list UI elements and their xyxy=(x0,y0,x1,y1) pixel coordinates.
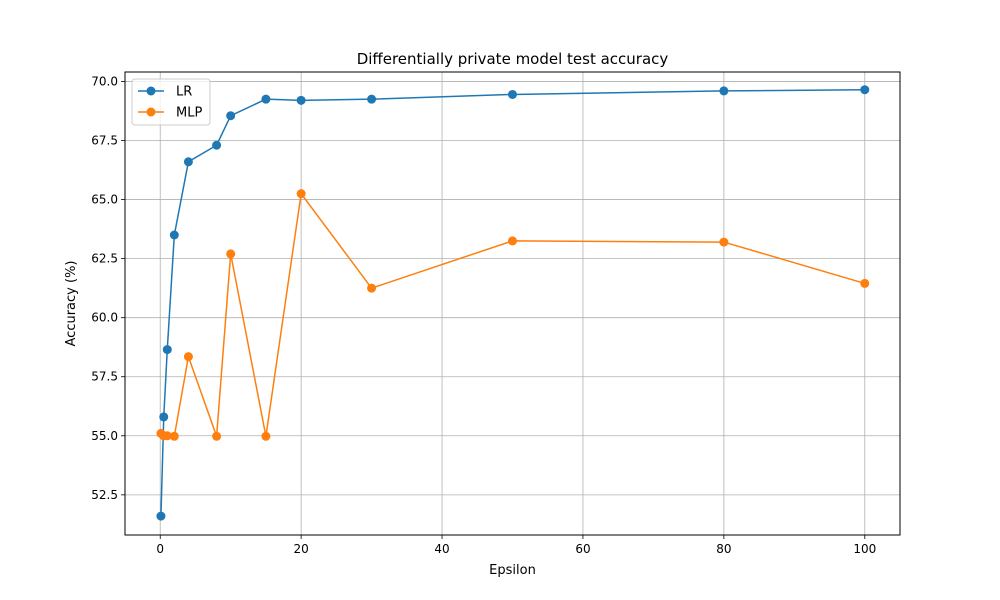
data-point-lr xyxy=(296,95,306,105)
series-layer xyxy=(156,85,870,521)
series-lr xyxy=(156,85,870,521)
data-point-lr xyxy=(508,89,517,99)
y-axis-label: Accuracy (%) xyxy=(64,261,79,347)
data-point-mlp xyxy=(162,431,172,441)
y-tick-label: 57.5 xyxy=(91,370,118,384)
data-point-mlp xyxy=(212,431,222,441)
ticks: 0 20 40 60 80 100 52.5 55.0 57.5 60.0 62.5 65.0 67.5… xyxy=(91,74,876,556)
x-tick-label: 100 xyxy=(853,542,876,556)
data-point-lr xyxy=(212,140,222,150)
data-point-lr xyxy=(860,85,870,95)
data-point-lr xyxy=(156,511,166,521)
y-tick-label: 52.5 xyxy=(91,488,118,502)
data-point-mlp xyxy=(860,278,870,288)
data-point-mlp xyxy=(226,249,236,259)
data-point-mlp xyxy=(261,431,271,441)
legend: LR MLP xyxy=(131,78,211,126)
x-tick-label: 60 xyxy=(575,542,590,556)
series-mlp xyxy=(156,189,870,441)
data-point-lr xyxy=(169,230,179,240)
x-axis-label: Epsilon xyxy=(489,563,536,578)
data-point-mlp xyxy=(296,189,306,199)
data-point-lr xyxy=(226,111,236,121)
x-tick-label: 20 xyxy=(293,542,308,556)
y-tick-label: 67.5 xyxy=(91,134,118,148)
legend-marker-mlp xyxy=(146,107,156,117)
data-point-mlp xyxy=(183,352,193,362)
legend-label-mlp: MLP xyxy=(176,106,202,121)
y-tick-label: 62.5 xyxy=(91,252,118,266)
legend-label-lr: LR xyxy=(176,85,192,100)
data-point-lr xyxy=(183,157,193,167)
data-point-mlp xyxy=(169,431,179,441)
y-tick-label: 55.0 xyxy=(91,429,118,443)
y-tick-label: 60.0 xyxy=(91,311,118,325)
y-tick-label: 65.0 xyxy=(91,193,118,207)
plot-frame xyxy=(124,71,901,536)
x-tick-label: 80 xyxy=(716,542,731,556)
data-point-lr xyxy=(719,86,729,96)
chart-title: Differentially private model test accura… xyxy=(357,50,669,68)
data-point-lr xyxy=(162,345,172,355)
data-point-mlp xyxy=(508,236,517,246)
x-tick-label: 0 xyxy=(156,542,164,556)
data-point-mlp xyxy=(367,283,377,293)
data-point-lr xyxy=(159,412,169,422)
data-point-lr xyxy=(367,94,377,104)
x-tick-label: 40 xyxy=(434,542,449,556)
data-point-lr xyxy=(261,94,271,104)
y-tick-label: 70.0 xyxy=(91,74,118,88)
legend-marker-lr xyxy=(146,86,156,96)
data-point-mlp xyxy=(719,237,729,247)
